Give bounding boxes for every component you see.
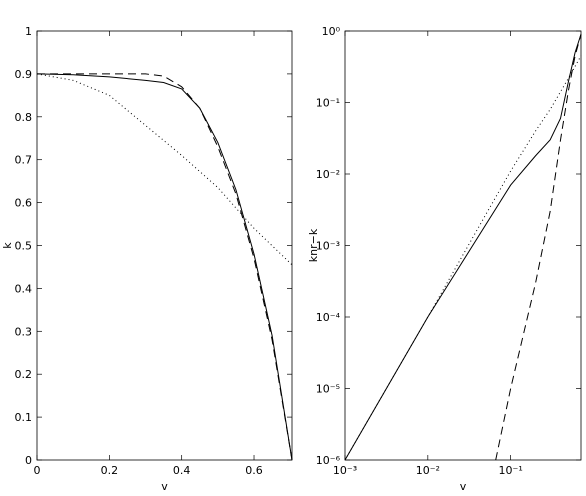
y-tick-label: 0 xyxy=(25,454,32,467)
x-tick-label: 0.2 xyxy=(101,464,119,477)
y-axis-label: k xyxy=(1,242,14,249)
y-tick-label: 0.6 xyxy=(15,197,33,210)
y-tick-label: 0.8 xyxy=(15,111,33,124)
y-tick-label: 1 xyxy=(25,25,32,38)
y-tick-label: 10⁻⁵ xyxy=(316,383,340,396)
x-tick-label: 10⁻² xyxy=(416,464,440,477)
line-series xyxy=(36,73,293,266)
y-tick-label: 0.7 xyxy=(15,154,33,167)
y-tick-label: 10⁻⁴ xyxy=(316,311,341,324)
line-series xyxy=(37,73,293,461)
x-tick-label: 10⁻³ xyxy=(333,464,357,477)
x-tick-label: 10⁻¹ xyxy=(499,464,523,477)
y-tick-label: 10⁰ xyxy=(322,25,341,38)
y-axis-label: knr−k xyxy=(307,228,320,262)
y-tick-label: 0.5 xyxy=(15,240,33,253)
line-series xyxy=(344,34,582,461)
y-tick-label: 10⁻⁶ xyxy=(316,454,341,467)
x-tick-label: 0.4 xyxy=(173,464,191,477)
y-tick-label: 10⁻² xyxy=(316,168,340,181)
y-tick-label: 10⁻¹ xyxy=(316,97,340,110)
y-tick-label: 0.9 xyxy=(15,68,33,81)
x-tick-label: 0.6 xyxy=(245,464,263,477)
y-tick-label: 0.1 xyxy=(15,411,33,424)
y-tick-label: 0.3 xyxy=(15,325,33,338)
line-series xyxy=(344,55,582,461)
y-tick-label: 10⁻³ xyxy=(316,240,340,253)
y-tick-label: 0.4 xyxy=(15,282,33,295)
line-series xyxy=(36,73,293,461)
x-axis-label: v xyxy=(161,480,168,493)
axes-frame xyxy=(36,30,293,461)
axes-frame xyxy=(344,30,582,461)
line-series xyxy=(495,34,582,461)
x-axis-label: v xyxy=(460,480,467,493)
y-tick-label: 0.2 xyxy=(15,368,33,381)
x-tick-label: 0 xyxy=(34,464,41,477)
